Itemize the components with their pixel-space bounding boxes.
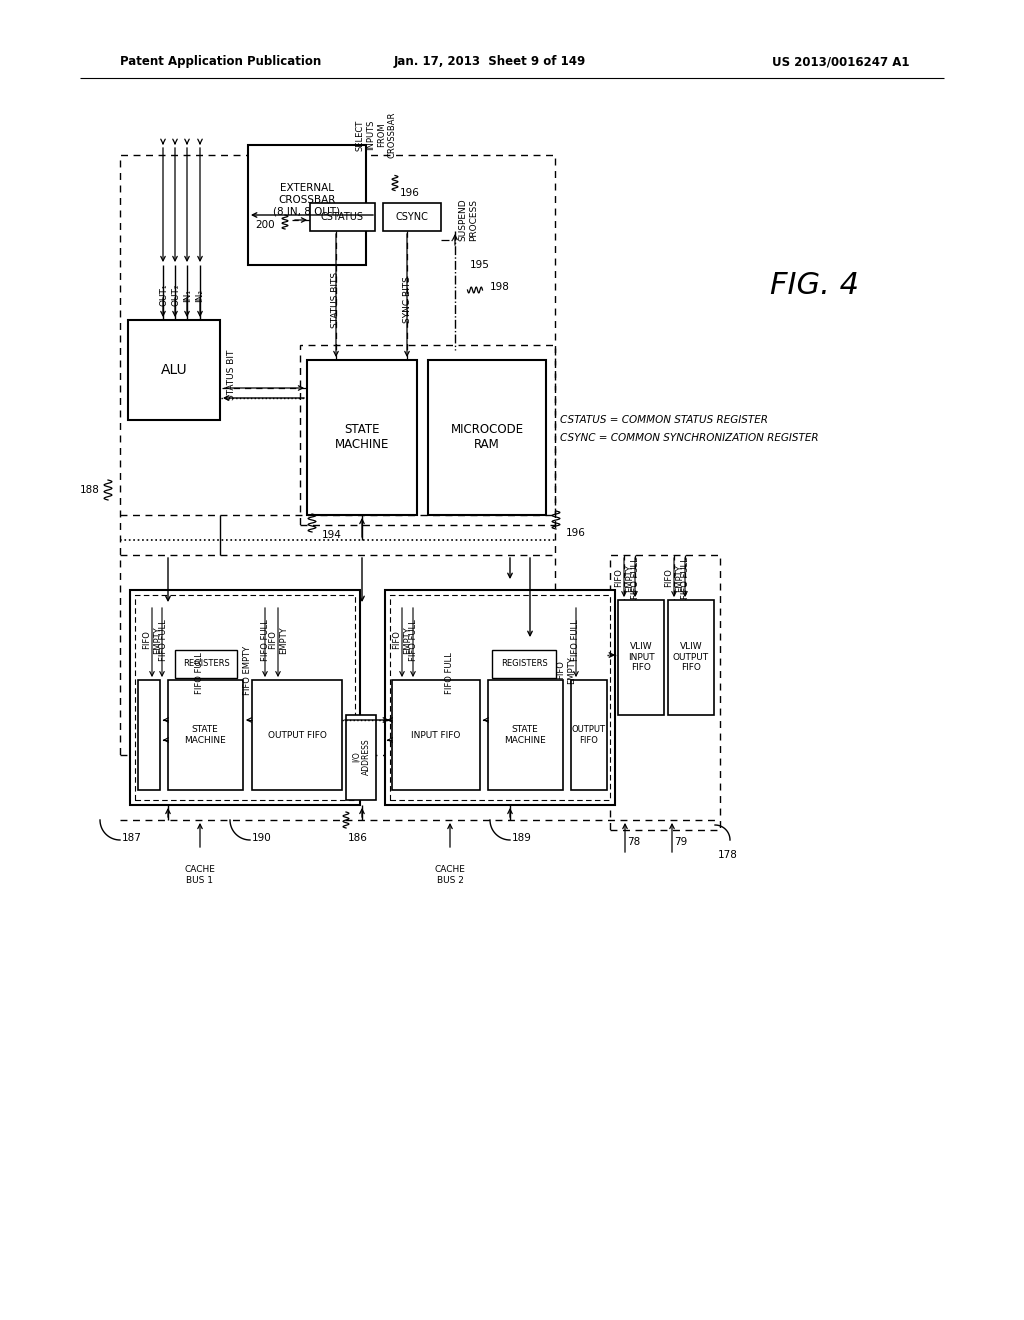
Text: OUTPUT
FIFO: OUTPUT FIFO: [572, 725, 606, 744]
Text: FIG. 4: FIG. 4: [770, 271, 859, 300]
Text: MICROCODE
RAM: MICROCODE RAM: [451, 422, 523, 451]
Bar: [128, 319, 220, 420]
Text: 195: 195: [470, 260, 489, 271]
Text: FIFO FULL: FIFO FULL: [260, 619, 269, 661]
Bar: [385, 590, 615, 805]
Text: STATE
MACHINE: STATE MACHINE: [184, 725, 226, 744]
Text: CACHE
BUS 1: CACHE BUS 1: [184, 866, 215, 884]
Text: CSYNC: CSYNC: [395, 213, 428, 222]
Bar: [571, 680, 607, 789]
Text: VLIW
OUTPUT
FIFO: VLIW OUTPUT FIFO: [673, 642, 709, 672]
Text: 189: 189: [512, 833, 531, 843]
Text: FIFO
EMPTY: FIFO EMPTY: [556, 656, 575, 684]
Bar: [252, 680, 342, 789]
Text: FIFO EMPTY: FIFO EMPTY: [244, 645, 253, 694]
Text: INPUT FIFO: INPUT FIFO: [412, 730, 461, 739]
Text: 196: 196: [566, 528, 586, 539]
Bar: [492, 649, 556, 678]
Text: SYNC BITS: SYNC BITS: [402, 277, 412, 323]
Bar: [610, 554, 720, 830]
Text: FIFO
EMPTY: FIFO EMPTY: [268, 626, 288, 653]
Bar: [428, 360, 546, 515]
Text: STATUS BITS: STATUS BITS: [332, 272, 341, 329]
Text: VLIW
INPUT
FIFO: VLIW INPUT FIFO: [628, 642, 654, 672]
Bar: [168, 680, 243, 789]
Text: CACHE
BUS 2: CACHE BUS 2: [434, 866, 466, 884]
Text: 186: 186: [348, 833, 368, 843]
Text: SELECT
INPUTS
FROM
CROSSBAR: SELECT INPUTS FROM CROSSBAR: [356, 112, 396, 158]
Text: REGISTERS: REGISTERS: [501, 660, 548, 668]
Bar: [307, 360, 417, 515]
Text: EXTERNAL
CROSSBAR
(8 IN, 8 OUT): EXTERNAL CROSSBAR (8 IN, 8 OUT): [273, 183, 341, 216]
Text: 188: 188: [80, 484, 100, 495]
Text: FIFO
EMPTY: FIFO EMPTY: [392, 626, 412, 653]
Text: FIFO FULL: FIFO FULL: [631, 557, 640, 599]
Bar: [310, 203, 375, 231]
Text: CSTATUS = COMMON STATUS REGISTER: CSTATUS = COMMON STATUS REGISTER: [560, 414, 768, 425]
Text: 79: 79: [674, 837, 687, 847]
Bar: [346, 715, 376, 800]
Text: OUTPUT FIFO: OUTPUT FIFO: [267, 730, 327, 739]
Bar: [390, 595, 610, 800]
Text: Patent Application Publication: Patent Application Publication: [120, 55, 322, 69]
Bar: [120, 154, 555, 755]
Text: FIFO FULL: FIFO FULL: [159, 619, 168, 661]
Text: ALU: ALU: [161, 363, 187, 378]
Bar: [488, 680, 563, 789]
Text: FIFO
EMPTY: FIFO EMPTY: [614, 564, 634, 591]
Text: FIFO FULL: FIFO FULL: [571, 619, 581, 661]
Text: FIFO FULL: FIFO FULL: [196, 652, 205, 694]
Bar: [618, 601, 664, 715]
Text: 78: 78: [627, 837, 640, 847]
Text: STATUS BIT: STATUS BIT: [227, 350, 237, 400]
Bar: [383, 203, 441, 231]
Text: FIFO
EMPTY: FIFO EMPTY: [665, 564, 684, 591]
Text: OUT₁: OUT₁: [160, 284, 169, 306]
Text: REGISTERS: REGISTERS: [182, 660, 229, 668]
Text: FIFO FULL: FIFO FULL: [409, 619, 418, 661]
Text: 178: 178: [718, 850, 738, 861]
Text: Jan. 17, 2013  Sheet 9 of 149: Jan. 17, 2013 Sheet 9 of 149: [394, 55, 586, 69]
Text: STATE
MACHINE: STATE MACHINE: [335, 422, 389, 451]
Text: US 2013/0016247 A1: US 2013/0016247 A1: [772, 55, 910, 69]
Text: FIFO FULL: FIFO FULL: [681, 557, 689, 599]
Text: STATE
MACHINE: STATE MACHINE: [504, 725, 546, 744]
Text: 187: 187: [122, 833, 142, 843]
Text: OUT₂: OUT₂: [171, 284, 180, 306]
Bar: [175, 649, 237, 678]
Bar: [668, 601, 714, 715]
Text: 196: 196: [400, 187, 420, 198]
Bar: [248, 145, 366, 265]
Bar: [300, 345, 555, 525]
Text: FIFO
EMPTY: FIFO EMPTY: [142, 626, 162, 653]
Text: IN₁: IN₁: [183, 289, 193, 301]
Text: CSYNC = COMMON SYNCHRONIZATION REGISTER: CSYNC = COMMON SYNCHRONIZATION REGISTER: [560, 433, 818, 444]
Bar: [135, 595, 355, 800]
Text: 194: 194: [322, 531, 342, 540]
Bar: [138, 680, 160, 789]
Text: IN₂: IN₂: [196, 289, 205, 301]
Text: 198: 198: [490, 282, 510, 292]
Bar: [392, 680, 480, 789]
Text: I/O
ADDRESS: I/O ADDRESS: [351, 739, 371, 775]
Bar: [130, 590, 360, 805]
Text: SUSPEND
PROCESS: SUSPEND PROCESS: [459, 199, 478, 242]
Text: 200: 200: [255, 220, 275, 230]
Text: CSTATUS: CSTATUS: [321, 213, 364, 222]
Text: FIFO FULL: FIFO FULL: [445, 652, 455, 694]
Text: 190: 190: [252, 833, 271, 843]
